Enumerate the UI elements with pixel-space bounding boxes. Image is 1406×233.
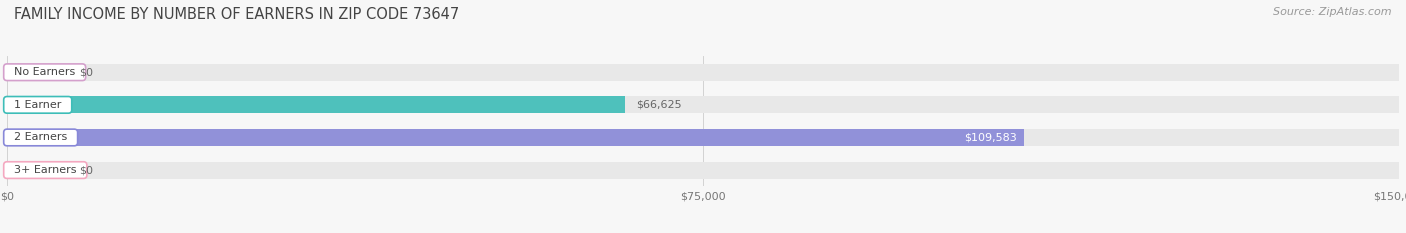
Text: $109,583: $109,583 xyxy=(965,133,1017,142)
Bar xyxy=(7,64,66,81)
Bar xyxy=(7,129,1024,146)
Text: FAMILY INCOME BY NUMBER OF EARNERS IN ZIP CODE 73647: FAMILY INCOME BY NUMBER OF EARNERS IN ZI… xyxy=(14,7,460,22)
Text: No Earners: No Earners xyxy=(7,67,83,77)
Text: $0: $0 xyxy=(79,165,93,175)
Bar xyxy=(7,162,1399,178)
Text: $0: $0 xyxy=(79,67,93,77)
Bar xyxy=(7,96,626,113)
Text: 3+ Earners: 3+ Earners xyxy=(7,165,83,175)
Bar xyxy=(7,96,1399,113)
Text: $66,625: $66,625 xyxy=(637,100,682,110)
Text: 2 Earners: 2 Earners xyxy=(7,133,75,142)
Bar xyxy=(7,129,1399,146)
Bar xyxy=(7,64,1399,81)
Text: Source: ZipAtlas.com: Source: ZipAtlas.com xyxy=(1274,7,1392,17)
Text: 1 Earner: 1 Earner xyxy=(7,100,69,110)
Bar xyxy=(7,162,66,178)
